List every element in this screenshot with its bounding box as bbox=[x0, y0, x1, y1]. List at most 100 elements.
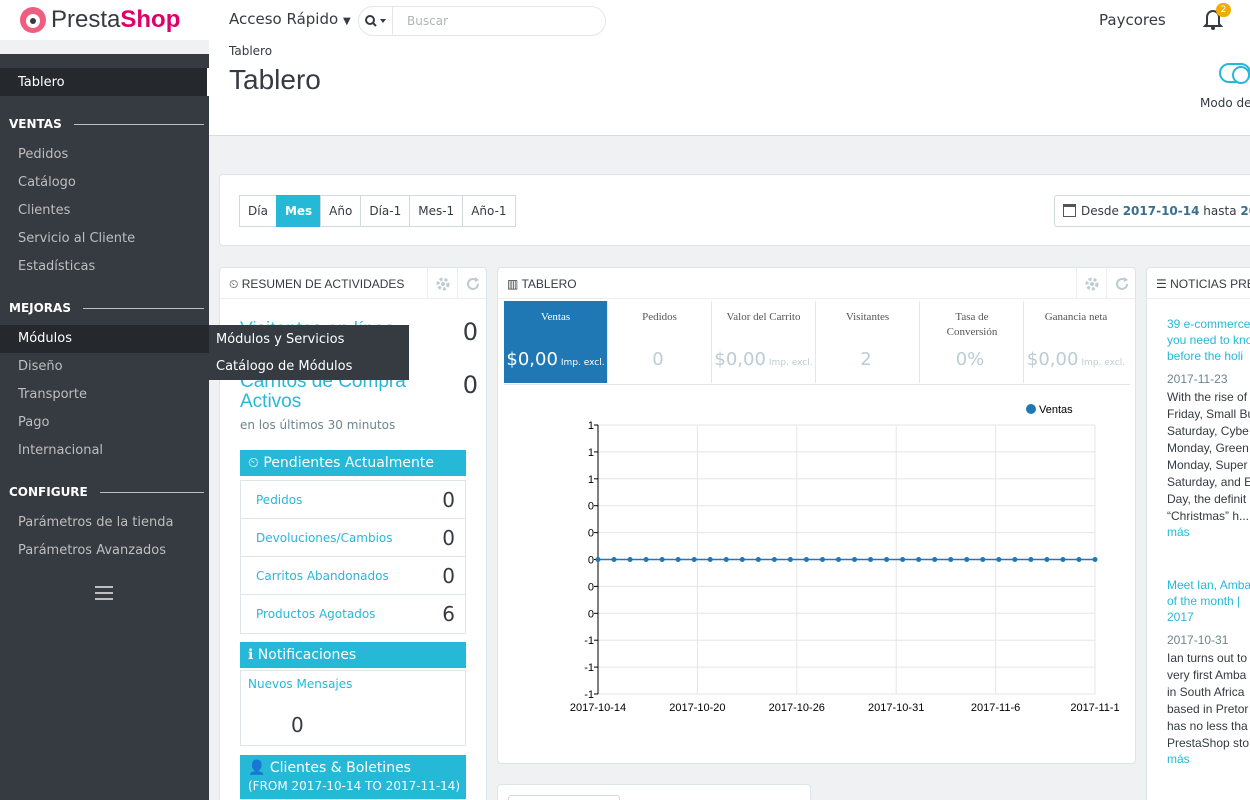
legend-swatch bbox=[1026, 404, 1036, 414]
data-point bbox=[691, 557, 697, 562]
pending-orders-link[interactable]: Pedidos bbox=[256, 493, 303, 507]
quick-access-label: Acceso Rápido bbox=[229, 10, 339, 28]
period-prev-year-button[interactable]: Año-1 bbox=[462, 195, 516, 227]
news-item: Meet Ian, Amba of the month | 2017 2017-… bbox=[1167, 577, 1250, 766]
news-body: Ian turns out to very first Amba in Sout… bbox=[1167, 651, 1250, 750]
demo-mode-toggle[interactable] bbox=[1219, 63, 1250, 84]
shop-name-link[interactable]: Paycores bbox=[1099, 11, 1166, 29]
pending-returns-link[interactable]: Devoluciones/Cambios bbox=[256, 531, 393, 545]
bottom-panel-control[interactable] bbox=[508, 795, 620, 800]
sidebar-item-pago[interactable]: Pago bbox=[18, 415, 50, 430]
hamburger-icon[interactable] bbox=[95, 586, 113, 603]
new-messages-link[interactable]: Nuevos Mensajes bbox=[248, 677, 353, 691]
kpi-row: Ventas $0,00 Imp. excl. Pedidos 0 Valor del… bbox=[504, 301, 1128, 383]
refresh-icon[interactable] bbox=[457, 268, 486, 299]
data-point bbox=[932, 557, 938, 562]
y-tick-label: -1 bbox=[584, 635, 594, 647]
kpi-pedidos[interactable]: Pedidos 0 bbox=[608, 301, 712, 383]
read-more-link[interactable]: más bbox=[1167, 525, 1190, 539]
data-point bbox=[1076, 557, 1082, 562]
data-point bbox=[1012, 557, 1018, 562]
kpi-tasa-conversion[interactable]: Tasa de Conversión 0% bbox=[920, 301, 1024, 383]
sidebar-item-clientes[interactable]: Clientes bbox=[18, 203, 71, 218]
period-year-button[interactable]: Año bbox=[320, 195, 362, 227]
x-tick-label: 2017-11-1 bbox=[1070, 702, 1119, 714]
data-point bbox=[916, 557, 922, 562]
kpi-ventas[interactable]: Ventas $0,00 Imp. excl. bbox=[504, 301, 608, 383]
brand-suffix: Shop bbox=[120, 6, 181, 33]
submenu-item-catalogo-modulos[interactable]: Catálogo de Módulos bbox=[216, 359, 353, 374]
gear-icon[interactable] bbox=[1076, 268, 1106, 299]
breadcrumb[interactable]: Tablero bbox=[229, 44, 273, 58]
sidebar-item-pedidos[interactable]: Pedidos bbox=[18, 147, 69, 162]
search-box[interactable]: Buscar bbox=[358, 6, 606, 36]
sidebar-item-catalogo[interactable]: Catálogo bbox=[18, 175, 76, 190]
search-input[interactable]: Buscar bbox=[407, 14, 448, 28]
out-of-stock-link[interactable]: Productos Agotados bbox=[256, 607, 376, 621]
news-body: With the rise of Friday, Small Bu Saturd… bbox=[1167, 390, 1250, 523]
sidebar-item-parametros-tienda[interactable]: Parámetros de la tienda bbox=[18, 515, 174, 530]
rss-icon: ☰ bbox=[1156, 277, 1167, 291]
sidebar-item-internacional[interactable]: Internacional bbox=[18, 443, 104, 458]
sidebar-section-ventas: VENTAS bbox=[9, 117, 204, 131]
panel-header: ☰ NOTICIAS PREST bbox=[1147, 268, 1250, 299]
gear-icon[interactable] bbox=[427, 268, 457, 299]
clock-icon: ⏲ bbox=[229, 277, 239, 291]
sidebar-item-estadisticas[interactable]: Estadísticas bbox=[18, 259, 96, 274]
sidebar-section-mejoras: MEJORAS bbox=[9, 301, 204, 315]
sidebar-item-servicio-cliente[interactable]: Servicio al Cliente bbox=[18, 231, 136, 246]
kpi-visitantes[interactable]: Visitantes 2 bbox=[816, 301, 920, 383]
sidebar-item-diseno[interactable]: Diseño bbox=[18, 359, 63, 374]
read-more-link[interactable]: más bbox=[1167, 752, 1190, 766]
clients-range: (FROM 2017-10-14 TO 2017-11-14) bbox=[248, 779, 461, 793]
quick-access-menu[interactable]: Acceso Rápido ▼ bbox=[229, 10, 351, 28]
submenu-item-modulos-servicios[interactable]: Módulos y Servicios bbox=[216, 332, 345, 347]
search-scope-button[interactable] bbox=[359, 7, 393, 35]
period-month-button[interactable]: Mes bbox=[275, 195, 322, 227]
pending-table: Pedidos 0 Devoluciones/Cambios 0 Carritos … bbox=[240, 480, 466, 634]
modules-submenu: Módulos y Servicios Catálogo de Módulos bbox=[209, 325, 409, 380]
panel-title: NOTICIAS PREST bbox=[1170, 277, 1250, 291]
sidebar-item-transporte[interactable]: Transporte bbox=[18, 387, 87, 402]
pending-section-header: ⏲ Pendientes Actualmente bbox=[240, 450, 466, 476]
caret-down-icon: ▼ bbox=[342, 16, 351, 27]
data-point bbox=[723, 557, 729, 562]
x-tick-label: 2017-10-26 bbox=[769, 702, 825, 714]
table-row: Devoluciones/Cambios 0 bbox=[241, 519, 465, 557]
notifications-title: Notificaciones bbox=[257, 647, 357, 663]
data-point bbox=[996, 557, 1002, 562]
y-tick-label: 0 bbox=[588, 555, 594, 567]
refresh-icon[interactable] bbox=[1106, 268, 1135, 299]
news-title-link[interactable]: Meet Ian, Amba of the month | 2017 bbox=[1167, 578, 1250, 624]
bell-icon[interactable] bbox=[1202, 8, 1224, 33]
sidebar-item-tablero[interactable]: Tablero bbox=[0, 68, 207, 96]
section-divider bbox=[82, 307, 204, 309]
date-to-label: hasta bbox=[1203, 204, 1237, 218]
kpi-ganancia-neta[interactable]: Ganancia neta $0,00 Imp. excl. bbox=[1024, 301, 1128, 383]
pending-title: Pendientes Actualmente bbox=[263, 455, 434, 471]
sidebar: Tablero VENTAS Pedidos Catálogo Clientes… bbox=[0, 54, 209, 800]
kpi-label: Ventas bbox=[540, 311, 571, 323]
notifications-section-header: ℹ Notificaciones bbox=[240, 642, 466, 668]
online-visitors-link[interactable]: Visitantes en línea bbox=[240, 320, 395, 326]
prestashop-logo[interactable]: PrestaShop bbox=[20, 6, 180, 34]
bottom-panel bbox=[497, 784, 811, 800]
data-point bbox=[819, 557, 825, 562]
abandoned-carts-link[interactable]: Carritos Abandonados bbox=[256, 569, 389, 583]
date-from-label: Desde bbox=[1081, 204, 1119, 218]
period-prev-day-button[interactable]: Día-1 bbox=[360, 195, 411, 227]
date-range-picker[interactable]: Desde 2017-10-14 hasta 2017- bbox=[1054, 195, 1250, 227]
kpi-valor-carrito[interactable]: Valor del Carrito $0,00 Imp. excl. bbox=[712, 301, 816, 383]
panel-header: ▥ TABLERO bbox=[498, 268, 1135, 299]
sidebar-item-modulos[interactable]: Módulos bbox=[18, 331, 72, 346]
kpi-value: $0,00 bbox=[506, 349, 558, 370]
section-divider bbox=[73, 123, 204, 125]
section-title: MEJORAS bbox=[9, 301, 71, 315]
data-point bbox=[980, 557, 986, 562]
period-day-button[interactable]: Día bbox=[239, 195, 277, 227]
sidebar-item-parametros-avanzados[interactable]: Parámetros Avanzados bbox=[18, 543, 167, 558]
data-point bbox=[1060, 557, 1066, 562]
period-prev-month-button[interactable]: Mes-1 bbox=[409, 195, 464, 227]
news-title-link[interactable]: 39 e-commerce you need to kno before the… bbox=[1167, 317, 1250, 363]
x-tick-label: 2017-10-31 bbox=[868, 702, 924, 714]
